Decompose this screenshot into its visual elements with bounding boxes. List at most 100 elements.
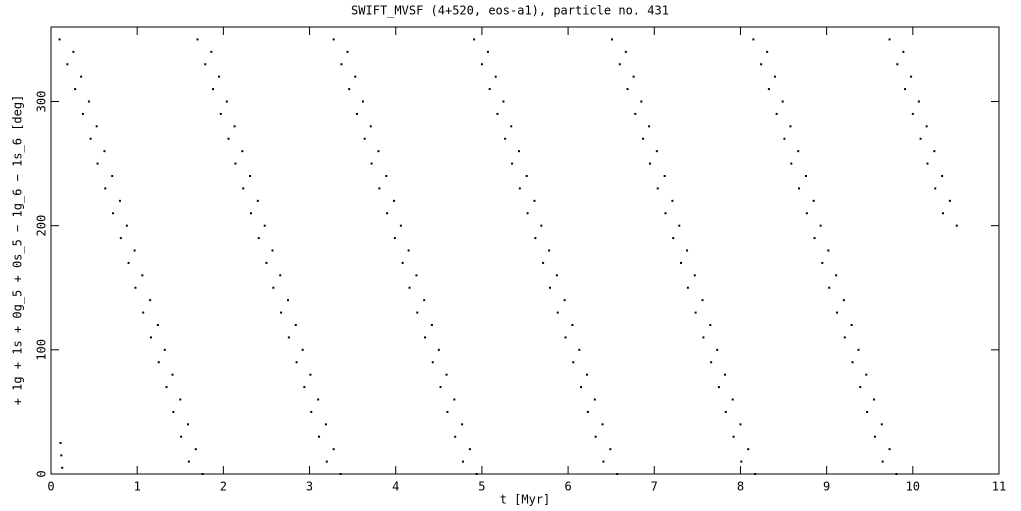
point: [142, 311, 145, 314]
point: [249, 175, 252, 177]
point: [611, 38, 614, 41]
point: [127, 261, 130, 264]
point: [917, 100, 920, 103]
point: [880, 423, 883, 426]
point: [399, 224, 402, 227]
point: [89, 137, 92, 140]
point: [827, 249, 830, 252]
point: [910, 75, 913, 78]
point: [601, 423, 604, 426]
point: [279, 274, 282, 277]
point: [361, 100, 364, 103]
x-axis-label: t [Myr]: [500, 493, 551, 507]
point: [511, 162, 514, 165]
point: [163, 348, 166, 351]
point: [632, 75, 635, 78]
point: [609, 448, 612, 451]
x-tick-label: 8: [737, 480, 744, 494]
point: [112, 212, 115, 215]
point: [96, 162, 99, 165]
point: [317, 398, 320, 401]
point: [187, 423, 190, 426]
point: [256, 199, 259, 202]
y-tick-label: 0: [35, 470, 49, 477]
point: [119, 237, 122, 240]
point: [510, 125, 513, 128]
point: [881, 460, 884, 463]
point: [739, 423, 742, 426]
point: [819, 224, 822, 227]
point: [378, 187, 381, 190]
point: [933, 150, 936, 153]
point: [461, 423, 464, 426]
point: [828, 286, 831, 289]
point: [59, 441, 62, 444]
point: [488, 88, 491, 91]
point: [310, 410, 313, 413]
point: [548, 286, 551, 289]
point: [663, 175, 666, 177]
point: [309, 373, 312, 376]
point: [81, 112, 84, 115]
point: [664, 212, 667, 215]
point: [857, 348, 860, 351]
point: [821, 261, 824, 264]
point: [386, 212, 389, 215]
x-tick-label: 1: [134, 480, 141, 494]
point: [525, 175, 528, 177]
point: [740, 460, 743, 463]
point: [555, 274, 558, 277]
point: [724, 410, 727, 413]
point: [594, 435, 597, 438]
point: [773, 75, 776, 78]
point: [842, 299, 845, 302]
point: [563, 299, 566, 302]
point: [556, 311, 559, 314]
point: [95, 125, 98, 128]
point: [225, 100, 228, 103]
point: [180, 435, 183, 438]
point: [694, 311, 697, 314]
point: [955, 224, 958, 227]
point: [157, 361, 160, 364]
x-tick-label: 6: [564, 480, 571, 494]
point: [902, 50, 905, 53]
point: [586, 373, 589, 376]
point: [271, 249, 274, 252]
point: [616, 473, 619, 475]
point: [280, 311, 283, 314]
point: [263, 224, 266, 227]
x-tick-label: 2: [220, 480, 227, 494]
point: [642, 137, 645, 140]
point: [850, 324, 853, 326]
point: [104, 187, 107, 190]
point: [679, 261, 682, 264]
point: [241, 150, 244, 153]
point: [294, 324, 297, 326]
point: [640, 100, 643, 103]
point: [196, 38, 199, 41]
point: [172, 410, 175, 413]
point: [941, 212, 944, 215]
point: [911, 112, 914, 115]
point: [210, 50, 213, 53]
point: [377, 150, 380, 153]
x-tick-label: 11: [992, 480, 1006, 494]
point: [242, 187, 245, 190]
point: [504, 137, 507, 140]
point: [324, 423, 327, 426]
point: [111, 175, 114, 177]
point: [454, 435, 457, 438]
point: [710, 361, 713, 364]
point: [533, 199, 536, 202]
y-tick-label: 300: [35, 91, 49, 113]
point: [843, 336, 846, 339]
point: [295, 361, 298, 364]
point: [586, 410, 589, 413]
point: [709, 324, 712, 326]
point: [494, 75, 497, 78]
point: [760, 63, 763, 66]
point: [655, 150, 658, 153]
point: [648, 125, 651, 128]
